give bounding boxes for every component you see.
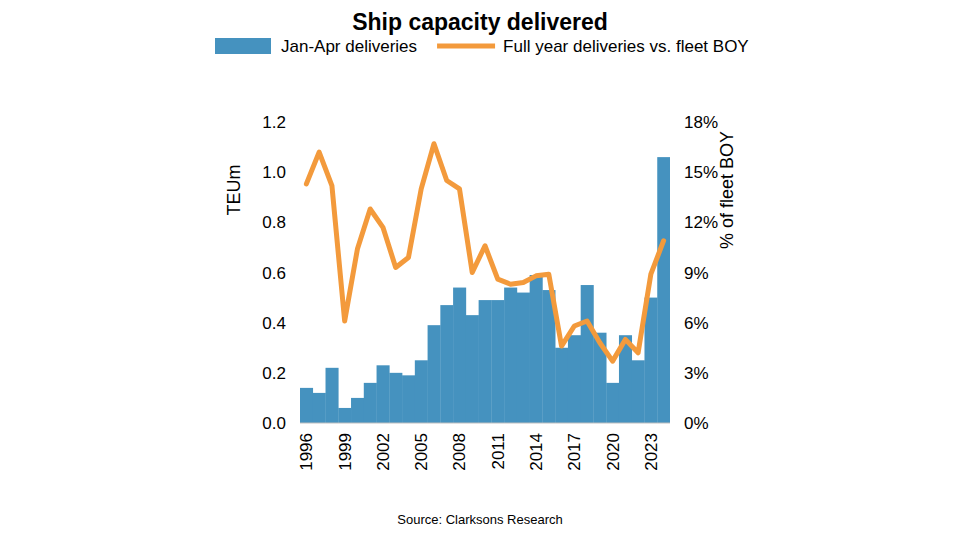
bar bbox=[415, 360, 428, 423]
plot-area bbox=[300, 144, 670, 423]
x-tick-label: 2008 bbox=[450, 433, 469, 471]
source-note: Source: Clarksons Research bbox=[397, 512, 562, 527]
line bbox=[306, 144, 663, 361]
y2-tick-label: 9% bbox=[684, 264, 709, 283]
bar bbox=[568, 335, 581, 423]
bar bbox=[453, 288, 466, 423]
x-tick-label: 1996 bbox=[297, 433, 316, 471]
y2-tick-label: 0% bbox=[684, 414, 709, 433]
y2-tick-label: 15% bbox=[684, 163, 718, 182]
y-tick-label: 0.2 bbox=[262, 364, 286, 383]
y-tick-label: 1.0 bbox=[262, 163, 286, 182]
y-tick-label: 0.8 bbox=[262, 213, 286, 232]
y-axis-label: TEUm bbox=[224, 165, 244, 216]
bar bbox=[581, 285, 594, 423]
bar bbox=[530, 275, 543, 423]
bar bbox=[338, 408, 351, 423]
legend-swatch bbox=[215, 38, 271, 54]
x-tick-label: 1999 bbox=[336, 433, 355, 471]
y2-tick-label: 12% bbox=[684, 213, 718, 232]
bar bbox=[657, 157, 670, 423]
bar bbox=[300, 388, 313, 423]
bar bbox=[364, 383, 377, 423]
bar bbox=[389, 373, 402, 423]
bar bbox=[555, 348, 568, 423]
bar bbox=[313, 393, 326, 423]
bar bbox=[466, 315, 479, 423]
y2-tick-label: 3% bbox=[684, 364, 709, 383]
bar bbox=[351, 398, 364, 423]
bar bbox=[428, 325, 441, 423]
chart: Ship capacity delivered 0.0 0.2 0.4 0.6 0.8 1.… bbox=[0, 0, 960, 540]
y2-tick-label: 18% bbox=[684, 113, 718, 132]
bar bbox=[479, 300, 492, 423]
x-tick-label: 2002 bbox=[374, 433, 393, 471]
bar bbox=[632, 360, 645, 423]
legend-swatch bbox=[437, 44, 495, 49]
y-tick-label: 0.4 bbox=[262, 314, 286, 333]
y2-axis-label: % of fleet BOY bbox=[717, 131, 737, 249]
bar bbox=[504, 288, 517, 423]
title: Ship capacity delivered bbox=[352, 9, 608, 35]
legend-label: Full year deliveries vs. fleet BOY bbox=[503, 37, 749, 56]
y-tick-label: 0.0 bbox=[262, 414, 286, 433]
x-tick-label: 2017 bbox=[565, 433, 584, 471]
x-tick-label: 2023 bbox=[642, 433, 661, 471]
bar bbox=[402, 375, 415, 423]
bar bbox=[517, 293, 530, 423]
bar bbox=[377, 365, 390, 423]
x-tick-label: 2020 bbox=[604, 433, 623, 471]
bar bbox=[440, 305, 453, 423]
y-tick-label: 1.2 bbox=[262, 113, 286, 132]
y-tick-label: 0.6 bbox=[262, 264, 286, 283]
x-axis-line bbox=[300, 423, 670, 424]
x-tick-label: 2014 bbox=[527, 433, 546, 471]
legend-label: Jan-Apr deliveries bbox=[281, 37, 417, 56]
bar bbox=[491, 300, 504, 423]
y2-tick-label: 6% bbox=[684, 314, 709, 333]
bar bbox=[606, 383, 619, 423]
x-tick-label: 2011 bbox=[489, 433, 508, 470]
x-tick-label: 2005 bbox=[412, 433, 431, 471]
bar bbox=[326, 368, 339, 423]
